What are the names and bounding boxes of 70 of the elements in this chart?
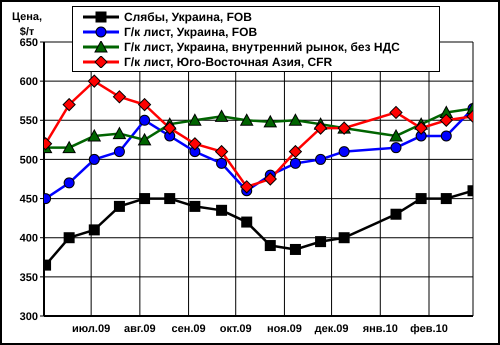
point: [241, 216, 252, 228]
y-tick-label: 500: [20, 154, 38, 166]
point: [416, 193, 427, 204]
point: [138, 133, 152, 146]
point: [163, 122, 176, 135]
point: [139, 193, 150, 204]
x-tick-label: янв.10: [362, 322, 398, 335]
legend-label: Слябы, Украина, FOB: [124, 10, 252, 24]
point: [88, 74, 101, 88]
point: [240, 180, 254, 194]
point: [62, 98, 76, 112]
point: [414, 122, 428, 135]
x-tick-label: сен.09: [171, 322, 206, 335]
point: [138, 98, 152, 112]
x-tick-label: июл.09: [72, 322, 110, 335]
point: [188, 114, 202, 126]
point: [390, 129, 402, 142]
legend-label: Г/к лист, Украина, внутренний рынок, без НДС: [124, 40, 400, 54]
point: [164, 193, 176, 204]
point: [338, 146, 350, 158]
x-tick-label: окт.09: [220, 322, 252, 335]
point: [440, 193, 452, 204]
point: [264, 115, 277, 128]
legend-label: Г/к лист, Украина, FOB: [124, 24, 258, 38]
y-axis-title: Цена, $/т: [10, 10, 44, 38]
point: [315, 154, 326, 165]
point: [112, 90, 126, 104]
y-tick-label: 450: [20, 193, 38, 206]
point: [88, 129, 101, 142]
point: [288, 114, 302, 126]
point: [390, 106, 402, 119]
y-tick-label: 550: [20, 115, 38, 128]
point: [64, 232, 75, 244]
point: [216, 204, 228, 216]
point: [215, 110, 228, 122]
point: [264, 240, 276, 252]
point: [338, 232, 350, 244]
x-tick-label: фев.10: [410, 322, 448, 335]
x-tick-label: авг.09: [124, 322, 156, 335]
point: [290, 158, 301, 169]
point: [114, 146, 125, 158]
point: [216, 158, 228, 169]
point: [114, 200, 125, 212]
point: [189, 200, 200, 212]
point: [112, 127, 126, 140]
point: [390, 142, 402, 154]
y-tick-label: 600: [20, 76, 38, 88]
point: [314, 122, 328, 135]
point: [215, 145, 228, 158]
x-tick-label: ноя.09: [266, 322, 302, 335]
y-tick-label: 650: [20, 36, 38, 49]
y-tick-label: 400: [20, 232, 38, 245]
point: [62, 141, 76, 154]
point: [440, 114, 453, 127]
point: [240, 114, 254, 126]
point: [290, 244, 301, 255]
point: [88, 224, 100, 236]
point: [440, 130, 452, 142]
point: [88, 154, 100, 165]
point: [264, 172, 277, 186]
y-tick-label: 300: [20, 310, 38, 323]
x-tick-label: дек.09: [314, 322, 349, 335]
point: [315, 236, 326, 248]
point: [188, 137, 202, 150]
point: [390, 208, 402, 220]
point: [288, 145, 302, 158]
point: [64, 177, 75, 188]
point: [139, 114, 150, 126]
y-tick-label: 350: [20, 272, 38, 284]
legend-label: Г/к лист, Юго-Восточная Азия, CFR: [124, 54, 332, 68]
